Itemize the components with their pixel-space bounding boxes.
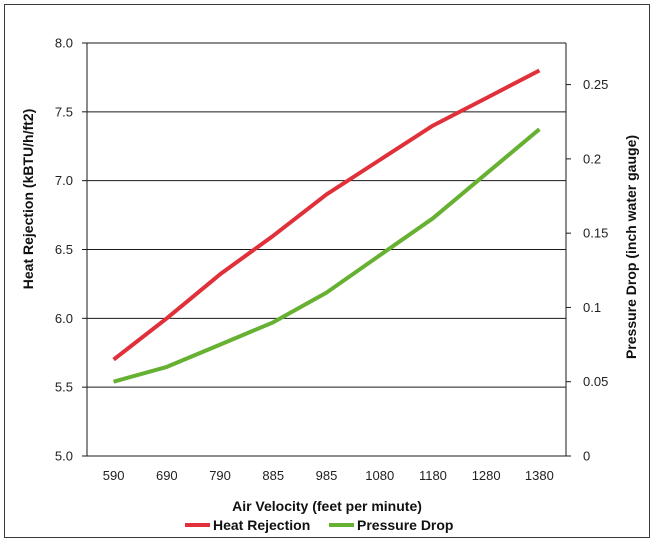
legend-label-pressure-drop: Pressure Drop [357,517,453,533]
legend-label-heat-rejection: Heat Rejection [213,517,310,533]
x-tick-label: 1380 [525,468,554,483]
x-tick-label: 1180 [419,468,447,483]
right-tick-label: 0.05 [583,374,608,389]
left-axis-ticks: 5.0 5.5 6.0 6.5 7.0 7.5 8.0 [55,36,87,464]
gridlines [87,42,566,457]
x-tick-label: 690 [156,468,178,483]
left-tick-label: 6.5 [55,242,73,257]
right-axis-ticks: 0 0.05 0.1 0.15 0.2 0.25 [566,77,608,464]
x-axis-ticks: 590 690 790 885 985 1080 1180 1280 1380 [103,468,554,483]
x-tick-label: 790 [209,468,231,483]
right-tick-label: 0.2 [583,151,601,166]
right-tick-label: 0.1 [583,300,601,315]
series-line-heat-rejection [112,68,541,362]
left-tick-label: 7.0 [55,173,73,188]
series-lines [112,68,541,384]
x-tick-label: 590 [103,468,125,483]
left-tick-label: 5.0 [55,449,73,464]
legend: Heat Rejection Pressure Drop [185,517,453,533]
x-axis-title: Air Velocity (feet per minute) [232,498,422,514]
right-tick-label: 0.25 [583,77,608,92]
y-axis-left-title: Heat Rejection (kBTU/h/ft2) [20,109,36,289]
chart-frame: 5.0 5.5 6.0 6.5 7.0 7.5 8.0 0 0.05 0.1 0.15 0.2 0.2… [4,4,650,538]
line-chart: 5.0 5.5 6.0 6.5 7.0 7.5 8.0 0 0.05 0.1 0.15 0.2 0.2… [20,36,639,534]
x-tick-label: 1080 [365,468,394,483]
left-tick-label: 7.5 [55,104,73,119]
right-tick-label: 0.15 [583,226,608,241]
series-line-pressure-drop [113,127,541,384]
left-tick-label: 6.0 [55,311,73,326]
x-tick-label: 985 [316,468,338,483]
x-tick-label: 1280 [472,468,501,483]
left-tick-label: 8.0 [55,36,73,51]
left-tick-label: 5.5 [55,380,73,395]
right-tick-label: 0 [583,449,590,464]
y-axis-right-title: Pressure Drop (inch water gauge) [623,135,639,359]
x-tick-label: 885 [262,468,284,483]
